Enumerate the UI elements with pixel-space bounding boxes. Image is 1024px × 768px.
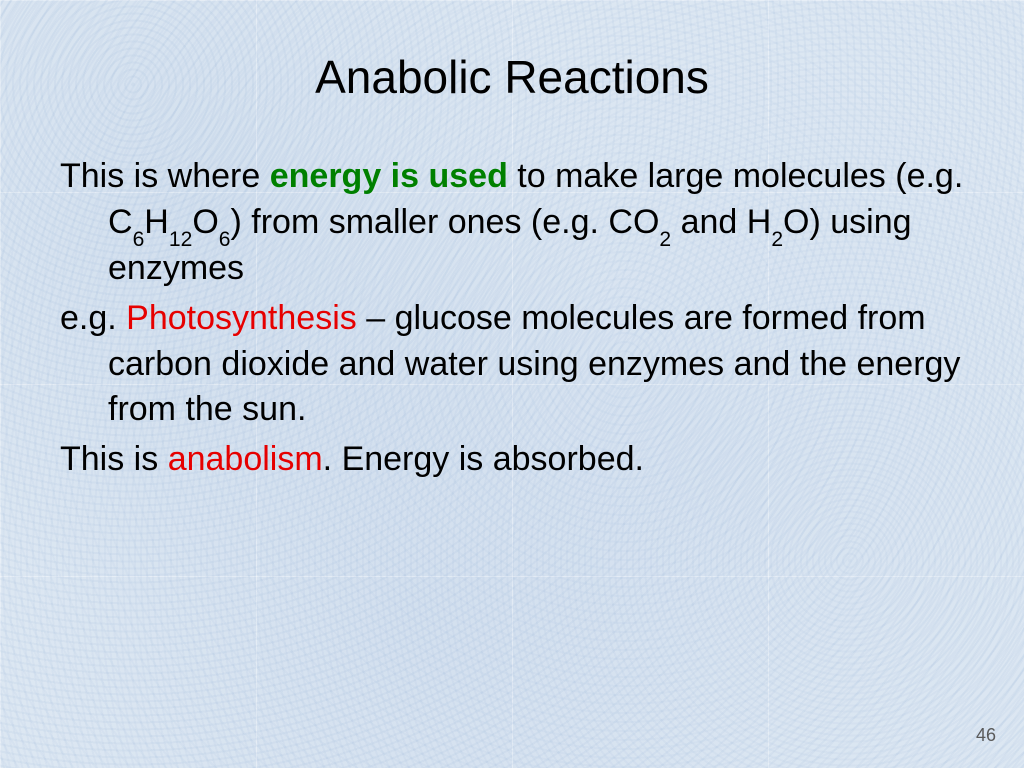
highlight-energy-is-used: energy is used [270,157,508,195]
subscript: 6 [219,228,231,251]
text: e.g. [60,299,126,337]
subscript: 6 [133,228,145,251]
slide-body: This is where energy is used to make lar… [60,154,964,483]
page-number: 46 [976,725,996,746]
text: . Energy is absorbed. [323,440,644,478]
subscript: 2 [659,228,671,251]
subscript: 2 [771,228,783,251]
paragraph-3: This is anabolism. Energy is absorbed. [60,437,964,483]
subscript: 12 [169,228,192,251]
text: O [192,203,218,241]
highlight-anabolism: anabolism [168,440,323,478]
text: and H [671,203,771,241]
slide-content: Anabolic Reactions This is where energy … [0,0,1024,768]
slide-title: Anabolic Reactions [60,50,964,104]
text: This is [60,440,168,478]
highlight-photosynthesis: Photosynthesis [126,299,357,337]
text: H [144,203,169,241]
paragraph-2: e.g. Photosynthesis – glucose molecules … [60,296,964,434]
paragraph-1: This is where energy is used to make lar… [60,154,964,292]
text: This is where [60,157,270,195]
text: ) from smaller ones (e.g. CO [231,203,660,241]
